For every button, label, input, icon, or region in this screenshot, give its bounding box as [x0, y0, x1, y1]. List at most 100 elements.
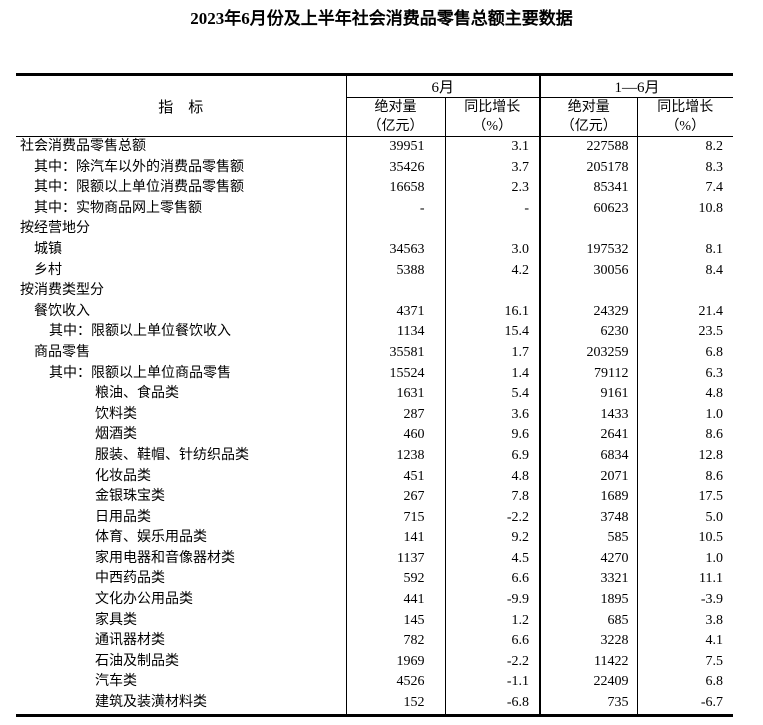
h1-absolute-cell: 4270	[539, 548, 638, 570]
indicator-cell: 乡村	[34, 262, 62, 278]
h1-yoy-cell	[636, 219, 734, 240]
june-yoy-cell: -2.2	[444, 651, 541, 673]
indicator-cell: 金银珠宝类	[95, 489, 165, 505]
indicator-cell: 化妆品类	[95, 468, 151, 484]
h1-absolute-cell: 6834	[539, 445, 638, 467]
h1-absolute-cell: 6230	[539, 322, 638, 343]
h1-yoy-cell: 1.0	[636, 548, 734, 570]
june-absolute-cell: 35581	[345, 342, 445, 364]
h1-absolute-cell: 2071	[539, 466, 638, 488]
june-absolute-cell: 5388	[345, 260, 445, 282]
june-yoy-cell: 15.4	[444, 322, 541, 343]
table-row: 城镇 34563 3.0 197532 8.1	[16, 239, 734, 261]
june-absolute-cell: 287	[345, 404, 445, 426]
june-absolute-cell: -	[345, 198, 445, 220]
table-row: 其中：除汽车以外的消费品零售额 35426 3.7 205178 8.3	[16, 157, 734, 179]
june-yoy-cell: 6.9	[444, 445, 541, 467]
table-row: 乡村 5388 4.2 30056 8.4	[16, 260, 734, 282]
h1-absolute-cell: 205178	[539, 157, 638, 179]
june-yoy-cell: -	[444, 198, 541, 220]
h1-absolute-cell: 2641	[539, 425, 638, 446]
h1-yoy-cell: 7.4	[636, 178, 734, 199]
june-absolute-cell: 16658	[345, 178, 445, 199]
june-yoy-cell: 9.6	[444, 425, 541, 446]
header-line: 绝对量	[374, 100, 417, 115]
indicator-cell: 饮料类	[95, 406, 137, 422]
h1-absolute-cell: 227588	[539, 136, 638, 158]
h1-absolute-cell: 1689	[539, 487, 638, 508]
table-row: 其中：限额以上单位餐饮收入 1134 15.4 6230 23.5	[16, 322, 734, 343]
column-group-jan-jun: 1—6月	[539, 74, 734, 98]
h1-yoy-cell: 6.3	[636, 363, 734, 385]
indicator-cell: 通讯器材类	[95, 633, 165, 649]
indicator-cell: 其中：限额以上单位消费品零售额	[34, 180, 244, 196]
june-yoy-cell: 3.7	[444, 157, 541, 179]
june-yoy-cell: 6.6	[444, 569, 541, 591]
table-body: 社会消费品零售总额 39951 3.1 227588 8.2 其中：除汽车以外的…	[16, 136, 734, 716]
h1-absolute-cell: 60623	[539, 198, 638, 220]
h1-absolute-cell: 22409	[539, 672, 638, 694]
indicator-cell: 城镇	[34, 241, 62, 257]
june-yoy-cell: 1.2	[444, 610, 541, 632]
table-header: 指 标 6月 1—6月 绝对量 （亿元） 同比增长 （%） 绝对量 （亿元）	[16, 74, 734, 137]
table-row: 其中：实物商品网上零售额 - - 60623 10.8	[16, 198, 734, 220]
h1-yoy-cell: 8.2	[636, 136, 734, 158]
indicator-cell: 按经营地分	[20, 221, 90, 237]
table-row: 汽车类 4526 -1.1 22409 6.8	[16, 672, 734, 694]
header-line: （%）	[472, 119, 513, 134]
june-absolute-cell: 1238	[345, 445, 445, 467]
header-line: 同比增长	[657, 100, 714, 115]
indicator-cell: 文化办公用品类	[95, 592, 193, 608]
h1-absolute-cell: 30056	[539, 260, 638, 282]
june-yoy-cell: 7.8	[444, 487, 541, 508]
indicator-cell: 烟酒类	[95, 427, 137, 443]
header-line: （亿元）	[560, 119, 617, 134]
column-header-june-absolute: 绝对量 （亿元）	[345, 97, 445, 137]
june-absolute-cell	[345, 281, 445, 302]
june-yoy-cell: -9.9	[444, 590, 541, 611]
indicator-cell: 其中：限额以上单位商品零售	[49, 365, 231, 381]
june-absolute-cell: 1631	[345, 384, 445, 405]
h1-absolute-cell: 685	[539, 610, 638, 632]
column-header-indicator: 指 标	[16, 74, 346, 137]
indicator-cell: 建筑及装潢材料类	[95, 695, 207, 711]
table-row: 其中：限额以上单位消费品零售额 16658 2.3 85341 7.4	[16, 178, 734, 199]
june-yoy-cell: 4.5	[444, 548, 541, 570]
june-yoy-cell: 1.7	[444, 342, 541, 364]
h1-yoy-cell: 8.4	[636, 260, 734, 282]
h1-absolute-cell: 197532	[539, 239, 638, 261]
h1-yoy-cell: 11.1	[636, 569, 734, 591]
table-row: 商品零售 35581 1.7 203259 6.8	[16, 342, 734, 364]
june-absolute-cell: 782	[345, 631, 445, 652]
h1-yoy-cell: 8.1	[636, 239, 734, 261]
h1-absolute-cell: 9161	[539, 384, 638, 405]
header-line: （%）	[665, 119, 706, 134]
table-row: 粮油、食品类 1631 5.4 9161 4.8	[16, 384, 734, 405]
h1-yoy-cell: -3.9	[636, 590, 734, 611]
june-absolute-cell: 4526	[345, 672, 445, 694]
header-line: （亿元）	[367, 119, 424, 134]
indicator-cell: 商品零售	[34, 344, 90, 360]
june-yoy-cell: -2.2	[444, 507, 541, 529]
june-yoy-cell: -1.1	[444, 672, 541, 694]
header-sub-row: 绝对量 （亿元） 同比增长 （%） 绝对量 （亿元） 同比增长 （%）	[16, 97, 734, 137]
june-absolute-cell: 4371	[345, 301, 445, 323]
table-row: 餐饮收入 4371 16.1 24329 21.4	[16, 301, 734, 323]
h1-absolute-cell: 3748	[539, 507, 638, 529]
h1-yoy-cell: 4.1	[636, 631, 734, 652]
h1-absolute-cell: 1433	[539, 404, 638, 426]
h1-absolute-cell: 24329	[539, 301, 638, 323]
table-row: 按经营地分	[16, 219, 734, 240]
june-absolute-cell: 141	[345, 528, 445, 549]
h1-yoy-cell: 1.0	[636, 404, 734, 426]
indicator-cell: 餐饮收入	[34, 303, 90, 319]
indicator-cell: 其中：限额以上单位餐饮收入	[49, 324, 231, 340]
h1-yoy-cell: 5.0	[636, 507, 734, 529]
june-absolute-cell: 441	[345, 590, 445, 611]
june-yoy-cell: 3.6	[444, 404, 541, 426]
june-yoy-cell: -6.8	[444, 693, 541, 716]
indicator-cell: 其中：除汽车以外的消费品零售额	[34, 159, 244, 175]
june-absolute-cell: 152	[345, 693, 445, 716]
indicator-cell: 体育、娱乐用品类	[95, 530, 207, 546]
